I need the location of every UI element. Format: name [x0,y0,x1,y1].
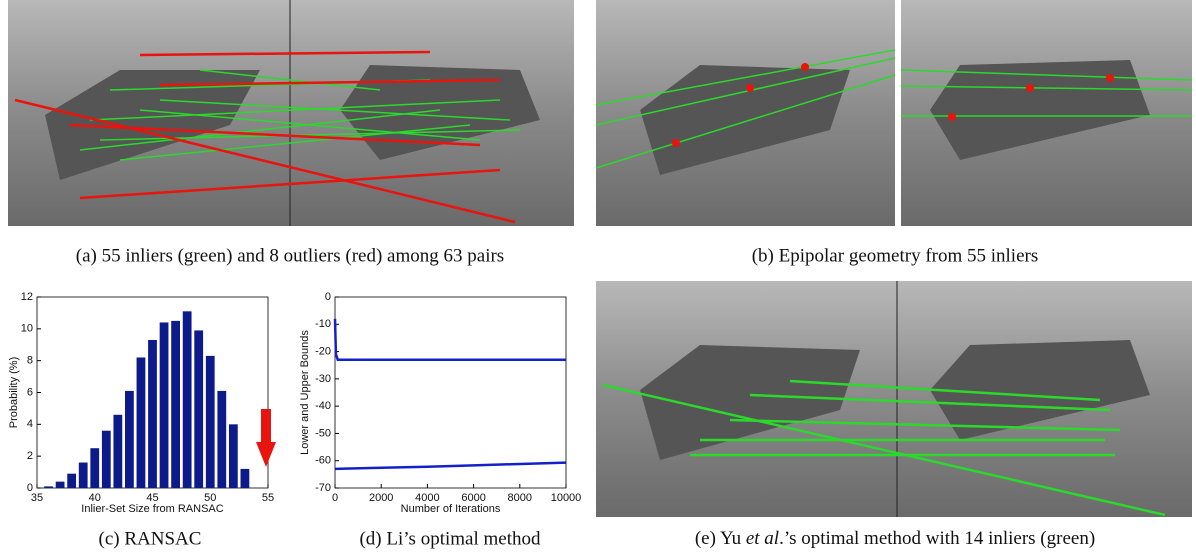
y-tick-label: 12 [21,291,33,303]
bar [90,448,99,488]
bar [160,322,169,488]
y-tick-label: -70 [315,482,331,494]
figure: (a) 55 inliers (green) and 8 outliers (r… [0,0,1196,558]
bar [102,431,111,488]
y-tick-label: 0 [325,291,331,303]
y-axis-label: Lower and Upper Bounds [299,330,311,455]
caption-part: et al [746,528,779,549]
caption: (d) Li’s optimal method [359,528,541,549]
y-tick-label: -30 [315,373,331,385]
y-tick-label: 6 [27,386,33,398]
bar [229,424,238,488]
bar [183,311,192,488]
caption: (b) Epipolar geometry from 55 inliers [752,245,1039,266]
arrow-annotation [256,409,276,467]
bar [113,415,122,488]
bar [44,486,53,488]
photo-e [596,281,1192,517]
bar [67,474,76,488]
bar [56,482,65,488]
caption: (a) 55 inliers (green) and 8 outliers (r… [76,245,504,266]
y-tick-label: 4 [27,418,33,430]
bar [241,469,250,488]
bar [125,391,134,488]
photo-b [596,0,1192,226]
bar [137,357,146,488]
caption-part: (e) Yu [695,528,746,549]
x-tick-label: 0 [332,492,338,504]
y-tick-label: 8 [27,355,33,367]
x-tick-label: 10000 [551,492,582,504]
caption: (c) RANSAC [99,528,202,549]
bar [217,391,226,488]
bar [206,356,215,488]
x-tick-label: 8000 [508,492,532,504]
photo-a [8,0,574,226]
bar [171,321,180,488]
series-line [335,319,566,360]
x-tick-label: 35 [31,492,43,504]
x-tick-label: 2000 [369,492,393,504]
y-axis-label: Probability (%) [8,357,20,429]
x-axis-label: Inlier-Set Size from RANSAC [81,503,223,515]
x-tick-label: 55 [262,492,274,504]
y-tick-label: 2 [27,450,33,462]
y-tick-label: -40 [315,400,331,412]
series-line [335,463,566,469]
figure-canvas: (a) 55 inliers (green) and 8 outliers (r… [0,0,1196,558]
caption: (e) Yu et al.’s optimal method with 14 i… [695,528,1095,549]
caption-part: .’s optimal method with 14 inliers (gree… [779,528,1095,549]
y-tick-label: 10 [21,323,33,335]
x-axis-label: Number of Iterations [401,503,501,515]
bar [79,463,88,488]
plot-frame [335,297,566,488]
y-tick-label: -10 [315,318,331,330]
bar [148,340,157,488]
bar [194,330,203,488]
y-tick-label: -20 [315,345,331,357]
y-tick-label: -50 [315,427,331,439]
y-tick-label: -60 [315,455,331,467]
